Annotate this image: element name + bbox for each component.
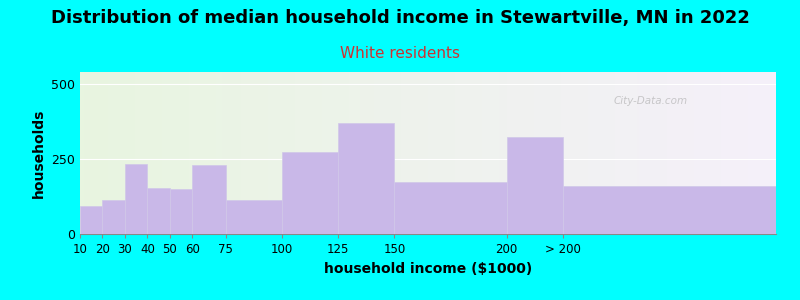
Bar — [394, 182, 506, 234]
Y-axis label: households: households — [31, 108, 46, 198]
Bar — [170, 189, 192, 234]
Text: City-Data.com: City-Data.com — [614, 96, 688, 106]
Bar — [80, 206, 102, 234]
X-axis label: household income ($1000): household income ($1000) — [324, 262, 532, 276]
Text: Distribution of median household income in Stewartville, MN in 2022: Distribution of median household income … — [50, 9, 750, 27]
Bar — [226, 200, 282, 234]
Text: White residents: White residents — [340, 46, 460, 62]
Bar — [147, 188, 170, 234]
Bar — [506, 136, 562, 234]
Bar — [102, 200, 125, 234]
Bar — [282, 152, 338, 234]
Bar — [125, 164, 147, 234]
Bar — [562, 186, 776, 234]
Bar — [338, 123, 394, 234]
Bar — [192, 165, 226, 234]
